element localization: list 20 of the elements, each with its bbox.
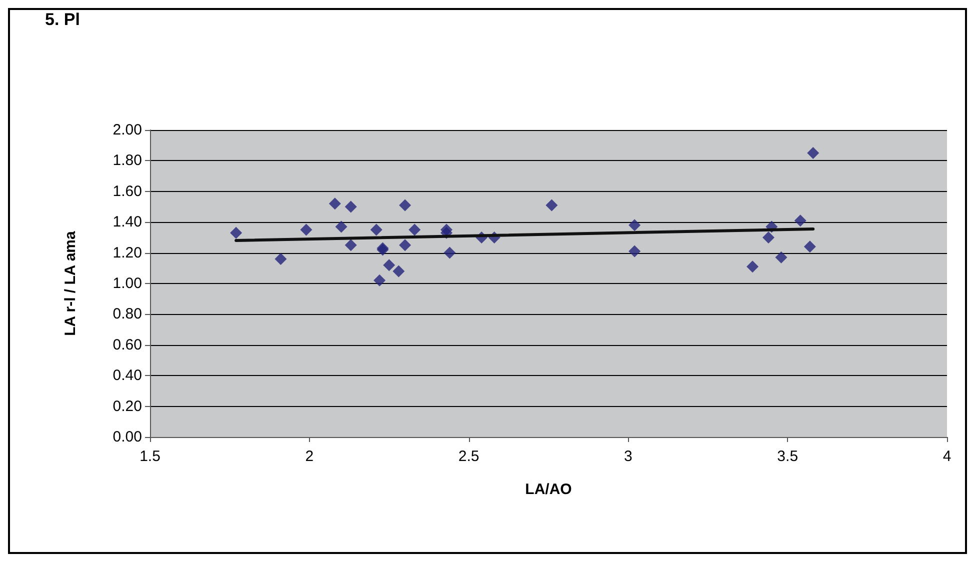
x-tick-label: 2 bbox=[305, 448, 314, 465]
x-tick-label: 4 bbox=[942, 448, 952, 465]
y-tick-label: 1.80 bbox=[112, 152, 142, 170]
x-tick-label: 2.5 bbox=[458, 448, 480, 465]
y-tick-label: 1.00 bbox=[112, 275, 142, 292]
y-tick-label: 0.20 bbox=[112, 398, 142, 415]
y-tick-label: 0.80 bbox=[112, 306, 142, 323]
y-axis-title: LA r-l / LA ama bbox=[62, 230, 79, 336]
x-tick-label: 3.5 bbox=[777, 448, 798, 465]
y-tick-label: 0.60 bbox=[112, 336, 142, 354]
x-tick-label: 1.5 bbox=[140, 448, 160, 465]
chart-title: 5. Pl bbox=[45, 10, 80, 29]
y-tick-label: 0.40 bbox=[112, 367, 142, 384]
y-tick-label: 1.60 bbox=[112, 182, 142, 200]
y-tick-label: 2.00 bbox=[112, 122, 142, 138]
x-axis-title: LA/AO bbox=[525, 481, 572, 498]
y-tick-label: 1.20 bbox=[112, 244, 142, 262]
y-tick-label: 1.40 bbox=[112, 214, 142, 231]
y-tick-label: 0.00 bbox=[112, 428, 142, 446]
x-tick-label: 3 bbox=[624, 448, 632, 465]
